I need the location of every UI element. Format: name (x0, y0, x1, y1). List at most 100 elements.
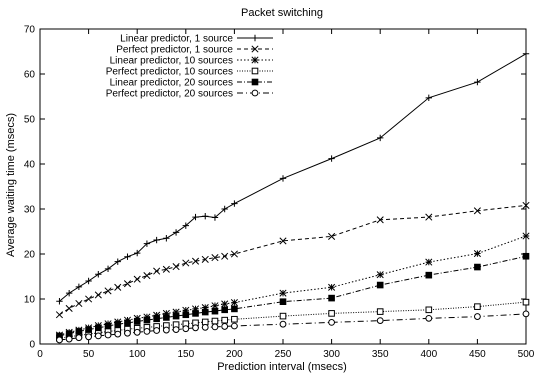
legend-item: Linear predictor, 20 sources (110, 78, 273, 89)
data-point (474, 313, 481, 320)
data-point (172, 312, 180, 320)
series-5 (56, 252, 530, 340)
data-point (75, 283, 83, 291)
data-point (221, 316, 228, 324)
x-tick-label: 450 (469, 349, 486, 360)
chart-title: Packet switching (241, 7, 323, 19)
legend-item: Linear predictor, 1 source (120, 34, 273, 45)
x-tick-label: 300 (323, 349, 340, 360)
y-tick-label: 30 (24, 205, 36, 216)
data-point (211, 254, 219, 262)
data-point (279, 175, 287, 182)
data-point (192, 310, 199, 317)
data-point (279, 298, 287, 305)
data-point (328, 283, 336, 291)
data-point (114, 258, 121, 265)
axis-ticks: 0 50 100 150 200 250 300 350 400 450 500 0 10 20 30 40 5… (24, 25, 535, 361)
data-point (143, 272, 151, 280)
data-point (522, 232, 530, 240)
data-point (143, 240, 151, 247)
y-tick-label: 60 (24, 70, 36, 81)
x-tick-label: 400 (420, 349, 437, 360)
data-point (522, 50, 530, 57)
data-point (75, 328, 83, 335)
data-point (425, 94, 432, 102)
legend-label: Linear predictor, 1 source (120, 34, 233, 45)
data-point (201, 303, 209, 312)
data-point (522, 201, 530, 209)
data-point (143, 316, 151, 324)
y-tick-label: 0 (29, 340, 35, 351)
data-point (94, 291, 102, 299)
data-point (172, 263, 180, 271)
series-line (59, 204, 527, 316)
data-point (56, 298, 63, 305)
data-point (202, 213, 209, 220)
data-point (56, 336, 63, 344)
data-point (192, 213, 199, 221)
data-point (474, 263, 481, 271)
data-point (85, 333, 92, 341)
series-1 (56, 50, 530, 305)
data-point (376, 281, 384, 289)
legend-label: Perfect predictor, 10 sources (106, 67, 233, 78)
data-point (522, 252, 530, 260)
x-tick-label: 100 (129, 349, 146, 360)
data-point (425, 306, 433, 314)
data-point (162, 265, 170, 273)
data-point (104, 331, 112, 339)
x-tick-label: 50 (83, 349, 95, 360)
data-point (124, 319, 131, 327)
data-point (153, 311, 161, 319)
data-point (162, 309, 170, 317)
data-point (114, 320, 122, 328)
x-axis-label: Prediction interval (msecs) (217, 361, 347, 373)
data-point (474, 78, 481, 86)
data-point (133, 328, 141, 336)
data-point (162, 326, 170, 334)
data-point (231, 305, 238, 313)
data-point (191, 257, 200, 265)
data-point (95, 324, 102, 332)
data-point (65, 330, 73, 337)
data-point (123, 280, 132, 288)
x-tick-label: 350 (372, 349, 389, 360)
data-point (328, 294, 335, 302)
data-point (211, 214, 219, 221)
legend-label: Perfect predictor, 1 source (116, 45, 233, 56)
data-point (124, 253, 131, 260)
data-point (211, 317, 219, 325)
data-point (522, 310, 530, 318)
data-point (231, 200, 238, 207)
data-point (153, 327, 161, 334)
data-point (133, 318, 141, 325)
data-point (376, 317, 384, 325)
data-point (104, 265, 112, 273)
data-point (474, 303, 481, 310)
legend-item: Perfect predictor, 20 sources (106, 89, 273, 100)
data-point (201, 308, 209, 316)
data-point (230, 299, 238, 307)
data-point (182, 222, 189, 229)
data-point (192, 324, 199, 332)
data-point (522, 298, 530, 306)
data-point (221, 306, 228, 314)
data-point (163, 235, 170, 242)
data-point (55, 311, 63, 319)
y-tick-label: 20 (24, 250, 36, 261)
data-point (376, 271, 384, 279)
x-tick-label: 500 (518, 349, 535, 360)
data-point (376, 308, 384, 315)
legend-item: Perfect predictor, 1 source (116, 45, 273, 56)
y-tick-label: 40 (24, 160, 36, 171)
data-point (201, 255, 209, 263)
data-point (251, 89, 259, 97)
data-point (279, 237, 287, 245)
data-point (114, 330, 122, 338)
data-point (211, 323, 219, 331)
data-point (85, 277, 92, 285)
series-6 (56, 310, 530, 344)
data-point (182, 311, 190, 319)
x-tick-label: 250 (275, 349, 292, 360)
